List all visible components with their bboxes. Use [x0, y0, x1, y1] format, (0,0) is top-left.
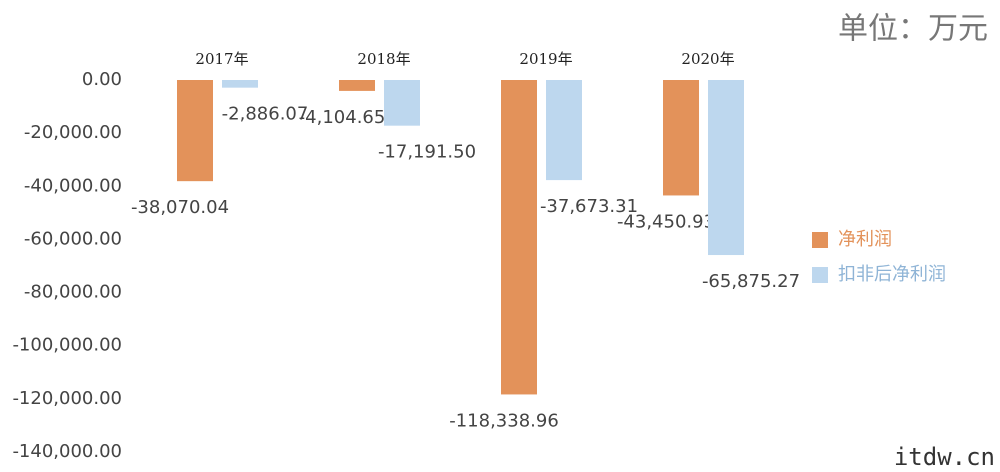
data-label: -43,450.93: [617, 211, 715, 232]
legend-label: 净利润: [838, 229, 892, 250]
y-tick-label: -20,000.00: [24, 122, 122, 143]
bar: [546, 80, 582, 181]
x-tick-label: 2018年: [357, 50, 410, 68]
y-tick-label: 0.00: [82, 69, 122, 90]
data-label: -38,070.04: [131, 197, 229, 218]
x-tick-label: 2017年: [195, 50, 248, 68]
bar: [663, 80, 699, 196]
data-label: -37,673.31: [540, 196, 638, 217]
legend-swatch: [812, 267, 828, 283]
bar: [177, 80, 213, 182]
y-tick-label: -140,000.00: [12, 441, 122, 462]
data-label: -2,886.07: [222, 104, 309, 125]
data-label: -65,875.27: [702, 271, 800, 292]
y-tick-label: -120,000.00: [12, 388, 122, 409]
watermark: itdw.cn: [894, 443, 995, 471]
bar: [222, 80, 258, 88]
bar: [384, 80, 420, 126]
legend-swatch: [812, 232, 828, 248]
data-label: -118,338.96: [449, 410, 559, 431]
legend-label: 扣非后净利润: [838, 264, 946, 285]
y-tick-label: -80,000.00: [24, 282, 122, 303]
y-tick-label: -40,000.00: [24, 175, 122, 196]
unit-note: 单位：万元: [838, 12, 988, 47]
bar: [339, 80, 375, 91]
y-tick-label: -100,000.00: [12, 335, 122, 356]
data-label: -4,104.65: [299, 107, 386, 128]
y-tick-label: -60,000.00: [24, 228, 122, 249]
data-label: -17,191.50: [378, 142, 476, 163]
bar: [708, 80, 744, 256]
x-tick-label: 2019年: [519, 50, 572, 68]
x-tick-label: 2020年: [681, 50, 734, 68]
bar: [501, 80, 537, 395]
